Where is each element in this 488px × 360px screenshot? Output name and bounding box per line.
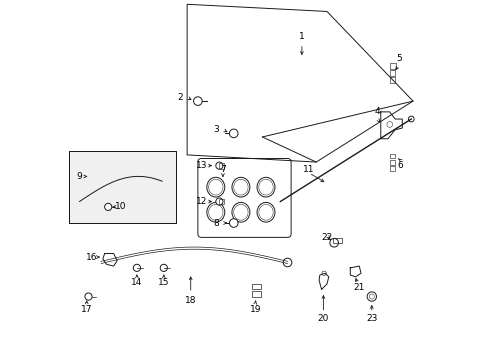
Text: 21: 21 (353, 283, 364, 292)
Circle shape (229, 219, 238, 227)
Bar (69, 151, 176, 223)
Circle shape (366, 292, 376, 301)
Text: 13: 13 (195, 161, 207, 170)
Circle shape (193, 97, 202, 105)
Bar (389, 160, 395, 165)
Circle shape (229, 129, 238, 138)
Circle shape (133, 264, 140, 271)
Bar (251, 291, 260, 297)
Text: 19: 19 (249, 305, 261, 314)
Bar (389, 70, 395, 76)
Text: 5: 5 (395, 54, 401, 63)
Text: 17: 17 (81, 305, 92, 314)
Text: 7: 7 (220, 165, 225, 174)
Text: 4: 4 (374, 107, 379, 116)
Text: 16: 16 (86, 253, 98, 262)
Text: 18: 18 (184, 296, 196, 305)
Bar (251, 284, 260, 289)
Bar (389, 77, 394, 83)
Text: 10: 10 (115, 202, 126, 211)
Circle shape (85, 293, 92, 300)
Circle shape (160, 264, 167, 271)
Text: 20: 20 (317, 314, 328, 323)
Circle shape (215, 162, 223, 169)
Bar (69, 151, 176, 223)
Circle shape (215, 198, 223, 205)
Text: 9: 9 (77, 172, 82, 181)
Text: 14: 14 (131, 278, 142, 287)
Bar (219, 199, 223, 204)
Circle shape (104, 203, 112, 211)
Bar (389, 63, 395, 69)
Bar (389, 154, 395, 158)
Bar (219, 163, 223, 168)
Bar (333, 238, 342, 243)
Bar (389, 166, 395, 171)
Text: 12: 12 (195, 197, 207, 206)
Circle shape (329, 238, 338, 247)
Text: 23: 23 (366, 314, 377, 323)
Circle shape (283, 258, 291, 267)
Text: 2: 2 (177, 93, 183, 102)
Text: 8: 8 (212, 219, 218, 228)
Text: 3: 3 (212, 125, 218, 134)
Text: 6: 6 (397, 161, 403, 170)
Text: 11: 11 (303, 165, 314, 174)
Text: 1: 1 (298, 32, 304, 41)
Text: 15: 15 (158, 278, 169, 287)
Circle shape (407, 116, 413, 122)
Text: 22: 22 (321, 233, 332, 242)
